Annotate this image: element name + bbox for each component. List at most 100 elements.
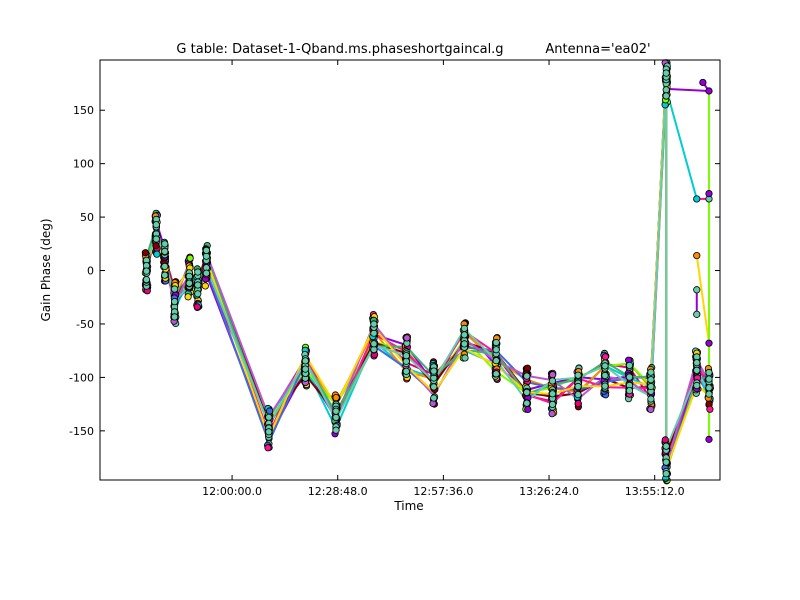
- data-point: [194, 290, 202, 298]
- data-point: [662, 86, 670, 94]
- x-tick-label: 12:28:48.0: [308, 485, 368, 498]
- data-point: [202, 246, 210, 254]
- data-point: [332, 426, 340, 434]
- data-point: [492, 346, 500, 354]
- data-point: [693, 251, 701, 260]
- data-point: [693, 310, 701, 318]
- data-point: [705, 375, 713, 383]
- data-point: [662, 442, 670, 450]
- y-tick-label: -100: [69, 371, 94, 384]
- data-point: [430, 394, 438, 402]
- data-point: [161, 240, 169, 248]
- x-tick-label: 13:26:24.0: [519, 485, 579, 498]
- data-point: [548, 377, 557, 385]
- data-point: [171, 313, 179, 321]
- data-point: [548, 390, 557, 398]
- data-point: [523, 399, 531, 407]
- data-point: [523, 388, 531, 396]
- data-point: [662, 69, 670, 77]
- data-point: [699, 78, 707, 87]
- data-point: [265, 407, 274, 415]
- data-marks: [141, 59, 714, 485]
- data-point: [265, 413, 273, 421]
- data-point: [264, 444, 272, 452]
- data-point: [201, 282, 209, 290]
- data-point: [705, 368, 713, 377]
- x-tick-label: 12:57:36.0: [413, 485, 473, 498]
- plot-area: [99, 59, 721, 485]
- data-point: [301, 365, 309, 373]
- data-point: [153, 250, 161, 258]
- data-point: [152, 235, 160, 243]
- data-point: [152, 242, 160, 250]
- data-point: [403, 334, 411, 342]
- y-axis-ticks: -150 -100 -50 0 50 100 150: [69, 104, 720, 438]
- data-point: [647, 405, 655, 414]
- data-point: [430, 383, 438, 391]
- data-point: [661, 436, 669, 444]
- data-point: [332, 413, 340, 421]
- data-point: [705, 87, 713, 95]
- data-point: [574, 382, 582, 391]
- data-point: [693, 381, 701, 390]
- data-point: [332, 393, 340, 402]
- data-point: [430, 367, 438, 375]
- data-point: [171, 285, 179, 293]
- data-point: [301, 357, 309, 365]
- data-point: [693, 195, 701, 203]
- data-point: [705, 339, 713, 347]
- chart-title: G table: Dataset-1-Qband.ms.phaseshortga…: [176, 42, 503, 57]
- y-tick-label: 0: [87, 265, 94, 278]
- data-point: [460, 331, 468, 339]
- data-point: [647, 395, 655, 403]
- data-point: [693, 366, 701, 374]
- data-point: [524, 405, 532, 413]
- axes-frame: [99, 59, 721, 481]
- data-point: [142, 267, 151, 275]
- y-tick-label: -150: [69, 425, 94, 438]
- data-point: [574, 371, 582, 379]
- data-point: [647, 368, 655, 376]
- data-point: [601, 353, 610, 361]
- data-point: [202, 269, 210, 277]
- series-line: [665, 88, 698, 200]
- data-point: [161, 271, 169, 279]
- data-point: [693, 359, 701, 367]
- data-point: [161, 262, 169, 270]
- data-point: [171, 297, 179, 306]
- data-point: [662, 470, 670, 478]
- y-tick-label: 50: [80, 211, 94, 224]
- y-tick-label: 150: [73, 104, 94, 117]
- data-point: [706, 405, 714, 413]
- data-point: [625, 361, 634, 369]
- chart-subtitle: Antenna='ea02': [545, 42, 650, 57]
- data-point: [693, 286, 701, 294]
- data-point: [193, 303, 201, 311]
- data-point: [194, 268, 202, 276]
- x-axis-ticks: 12:00:00.0 12:28:48.0 12:57:36.0 13:26:24.0…: [202, 60, 685, 498]
- data-point: [601, 371, 609, 380]
- data-point: [705, 384, 713, 392]
- data-point: [402, 352, 410, 360]
- data-point: [461, 354, 469, 362]
- y-axis-label: Gain Phase (deg): [39, 218, 53, 321]
- data-point: [601, 362, 609, 370]
- data-point: [142, 275, 151, 284]
- data-point: [647, 376, 655, 384]
- data-point: [492, 370, 500, 378]
- data-point: [548, 371, 557, 379]
- data-point: [460, 340, 468, 348]
- data-point: [460, 324, 468, 332]
- x-tick-label: 12:00:00.0: [202, 485, 262, 498]
- data-point: [574, 399, 582, 408]
- data-point: [184, 293, 192, 301]
- data-point: [185, 279, 193, 287]
- data-point: [662, 458, 670, 466]
- data-point: [141, 249, 149, 257]
- data-point: [370, 320, 378, 328]
- data-point: [647, 382, 655, 391]
- data-point: [152, 221, 160, 229]
- data-point: [523, 372, 531, 380]
- data-point: [161, 247, 169, 255]
